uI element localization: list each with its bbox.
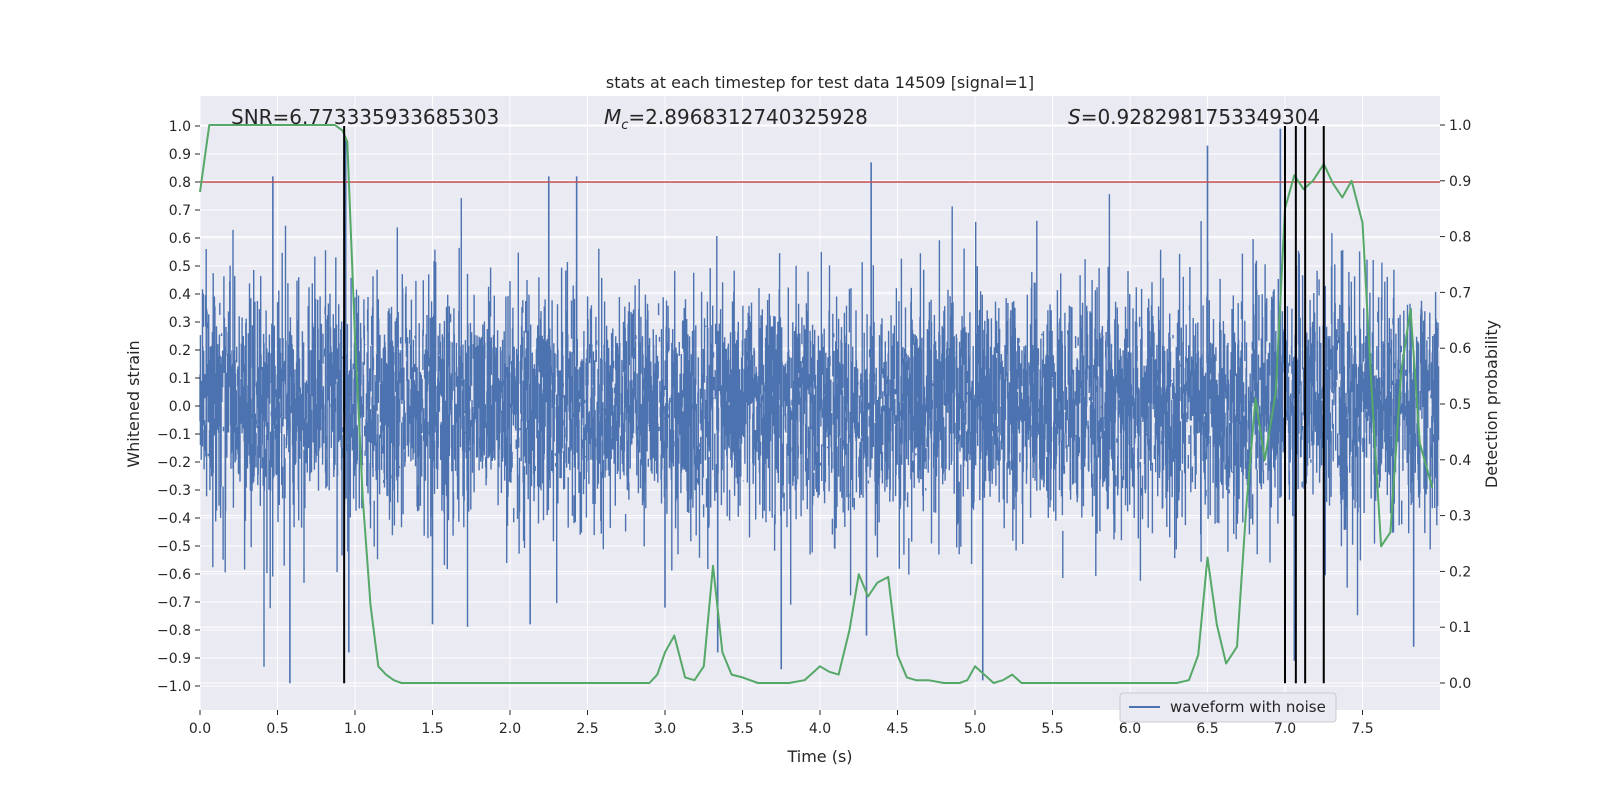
legend-box xyxy=(1119,692,1337,723)
y-left-tick-label: −0.9 xyxy=(157,651,191,667)
y-right-tick-label: 0.3 xyxy=(1449,509,1471,525)
y-left-tick-label: −0.6 xyxy=(157,567,191,583)
x-tick-label: 1.5 xyxy=(421,721,443,737)
x-tick-label: 2.0 xyxy=(499,721,521,737)
x-tick-label: 0.0 xyxy=(189,721,211,737)
waveform-line xyxy=(199,194,1440,667)
x-tick-label: 3.0 xyxy=(654,721,676,737)
x-tick-label: 3.5 xyxy=(731,721,753,737)
mc-annotation: Mc=2.8968312740325928 xyxy=(604,105,868,133)
y-left-tick-label: 0.3 xyxy=(169,315,191,331)
y-right-tick-label: 1.0 xyxy=(1449,118,1471,134)
y-right-tick-label: 0.2 xyxy=(1449,564,1471,580)
y-left-tick-label: −0.3 xyxy=(157,483,191,499)
x-tick-label: 5.5 xyxy=(1041,721,1063,737)
x-tick-label: 7.5 xyxy=(1351,721,1373,737)
y-left-tick-label: 0.9 xyxy=(169,147,191,163)
x-tick-label: 7.0 xyxy=(1274,721,1296,737)
y-left-tick-label: −0.5 xyxy=(157,539,191,555)
y-left-tick-label: −0.8 xyxy=(157,623,191,639)
y-left-tick-label: 0.7 xyxy=(169,203,191,219)
y-right-tick-label: 0.4 xyxy=(1449,453,1471,469)
mc-symbol: M xyxy=(604,105,621,129)
y-left-axis-label: Whitened strain xyxy=(124,340,143,467)
legend-label: waveform with noise xyxy=(1170,698,1326,716)
detection-probability-line xyxy=(199,124,1434,684)
y-left-tick-label: −0.2 xyxy=(157,455,191,471)
y-right-tick-label: 0.8 xyxy=(1449,230,1471,246)
y-left-axis-ticks: −1.0 −0.9 −0.8 −0.7 −0.6 −0.5 −0.4 −0.3 −0.2 −0.1… xyxy=(157,119,200,695)
s-annotation: S=0.9282981753349304 xyxy=(1068,105,1320,129)
event-lines xyxy=(343,126,1325,684)
y-left-tick-label: 0.4 xyxy=(169,287,191,303)
y-left-tick-label: 0.8 xyxy=(169,175,191,191)
chart-title: stats at each timestep for test data 145… xyxy=(606,73,1034,92)
y-left-tick-label: 0.6 xyxy=(169,231,191,247)
y-right-tick-label: 0.1 xyxy=(1449,620,1471,636)
snr-annotation: SNR=6.773335933685303 xyxy=(231,105,499,129)
x-tick-label: 6.0 xyxy=(1119,721,1141,737)
x-tick-label: 5.0 xyxy=(964,721,986,737)
y-right-tick-label: 0.6 xyxy=(1449,341,1471,357)
x-tick-label: 0.5 xyxy=(266,721,288,737)
s-value: =0.9282981753349304 xyxy=(1081,105,1320,129)
mc-subscript: c xyxy=(621,118,628,133)
x-tick-label: 1.0 xyxy=(344,721,366,737)
y-left-tick-label: 0.1 xyxy=(169,371,191,387)
s-symbol: S xyxy=(1068,105,1081,129)
legend: waveform with noise xyxy=(1119,692,1337,723)
y-left-tick-label: −0.7 xyxy=(157,595,191,611)
y-right-axis-ticks: 0.0 0.1 0.2 0.3 0.4 0.5 0.6 0.7 0.8 0.9 1.0 xyxy=(1440,118,1471,692)
x-tick-label: 2.5 xyxy=(576,721,598,737)
y-left-tick-label: 0.5 xyxy=(169,259,191,275)
y-left-tick-label: 0.0 xyxy=(169,399,191,415)
y-left-tick-label: −0.1 xyxy=(157,427,191,443)
y-left-tick-label: −0.4 xyxy=(157,511,191,527)
y-left-tick-label: 0.2 xyxy=(169,343,191,359)
detection-probability-series xyxy=(199,124,1434,684)
waveform-series xyxy=(199,128,1440,684)
y-left-tick-label: 1.0 xyxy=(169,119,191,135)
x-tick-label: 4.5 xyxy=(886,721,908,737)
y-left-tick-label: −1.0 xyxy=(157,679,191,695)
x-tick-label: 4.0 xyxy=(809,721,831,737)
y-right-tick-label: 0.9 xyxy=(1449,174,1471,190)
y-right-tick-label: 0.7 xyxy=(1449,285,1471,301)
mc-value: =2.8968312740325928 xyxy=(628,105,867,129)
y-right-axis-label: Detection probability xyxy=(1482,320,1501,488)
x-axis-label: Time (s) xyxy=(786,747,852,766)
x-tick-label: 6.5 xyxy=(1196,721,1218,737)
y-right-tick-label: 0.0 xyxy=(1449,676,1471,692)
x-axis-ticks: 0.0 0.5 1.0 1.5 2.0 2.5 3.0 3.5 4.0 4.5 5.0 5.5 6.0 6… xyxy=(189,710,1374,737)
y-right-tick-label: 0.5 xyxy=(1449,397,1471,413)
